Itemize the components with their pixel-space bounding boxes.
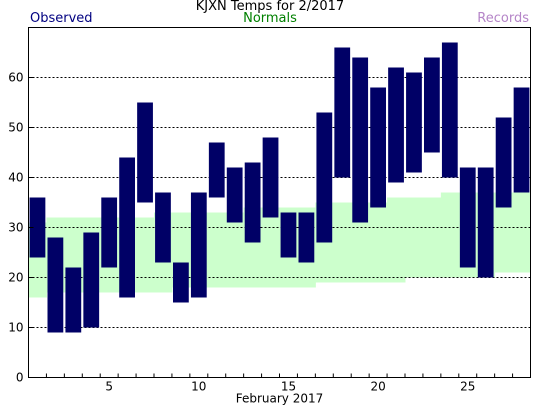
chart-title: KJXN Temps for 2/2017 (195, 0, 345, 14)
observed-bar-day-13 (244, 162, 261, 243)
legend-observed: Observed (30, 11, 93, 26)
observed-bar-day-7 (137, 102, 153, 203)
observed-bar-day-6 (119, 157, 135, 298)
y-tick-label-40: 40 (8, 171, 23, 185)
y-tick-label-20: 20 (8, 271, 23, 285)
observed-bar-day-10 (190, 192, 207, 298)
observed-bar-day-5 (101, 197, 118, 268)
legend-normals: Normals (243, 11, 297, 26)
observed-bar-day-27 (495, 117, 512, 208)
legend-records: Records (477, 11, 529, 26)
observed-bar-day-20 (370, 87, 386, 208)
normal-range-day-22 (405, 197, 424, 278)
observed-bar-day-11 (208, 142, 225, 198)
normal-range-day-23 (422, 197, 442, 278)
observed-bar-day-2 (47, 237, 64, 333)
axis-ticks: 0 10 20 30 40 50 60 5 10 15 20 25 (8, 71, 531, 394)
y-tick-label-0: 0 (16, 371, 24, 385)
normal-range-day-7 (136, 217, 155, 293)
observed-bar-day-12 (226, 167, 243, 223)
observed-bar-day-18 (334, 47, 351, 178)
observed-bar-day-9 (173, 262, 189, 303)
observed-bar-day-25 (459, 167, 476, 268)
observed-bar-day-3 (65, 267, 82, 333)
observed-bar-day-21 (388, 67, 404, 183)
observed-bar-day-28 (513, 87, 530, 193)
normal-range-day-11 (207, 212, 227, 288)
observed-bar-day-17 (316, 112, 333, 243)
normal-range-day-28 (512, 192, 531, 273)
normal-range-day-24 (440, 192, 460, 278)
normal-range-day-14 (261, 207, 280, 288)
x-tick-label-20: 20 (370, 380, 385, 394)
normal-range-day-12 (225, 212, 245, 288)
observed-bar-day-4 (83, 232, 100, 328)
observed-bar-day-14 (262, 137, 279, 218)
x-tick-label-15: 15 (281, 380, 296, 394)
observed-bar-day-15 (280, 212, 297, 258)
x-tick-label-25: 25 (460, 380, 475, 394)
normal-range-day-27 (494, 192, 514, 273)
y-tick-label-50: 50 (8, 121, 23, 135)
observed-bar-day-19 (352, 57, 369, 223)
observed-bar-day-22 (406, 72, 422, 173)
observed-bar-day-23 (424, 57, 440, 153)
observed-bar-day-16 (298, 212, 315, 263)
x-axis-label: February 2017 (236, 392, 324, 406)
observed-bar-day-24 (441, 42, 458, 178)
normal-range-day-20 (369, 202, 388, 283)
normal-range-day-21 (387, 197, 406, 283)
y-tick-label-10: 10 (8, 321, 23, 335)
observed-bar-day-26 (477, 167, 494, 278)
observed-bar-day-1 (29, 197, 46, 258)
y-tick-label-30: 30 (8, 221, 23, 235)
x-tick-label-10: 10 (191, 380, 206, 394)
observed-bars (29, 42, 530, 333)
normal-range-day-18 (333, 202, 352, 283)
y-tick-label-60: 60 (8, 71, 23, 85)
x-tick-label-5: 5 (105, 380, 113, 394)
observed-bar-day-8 (155, 192, 171, 263)
